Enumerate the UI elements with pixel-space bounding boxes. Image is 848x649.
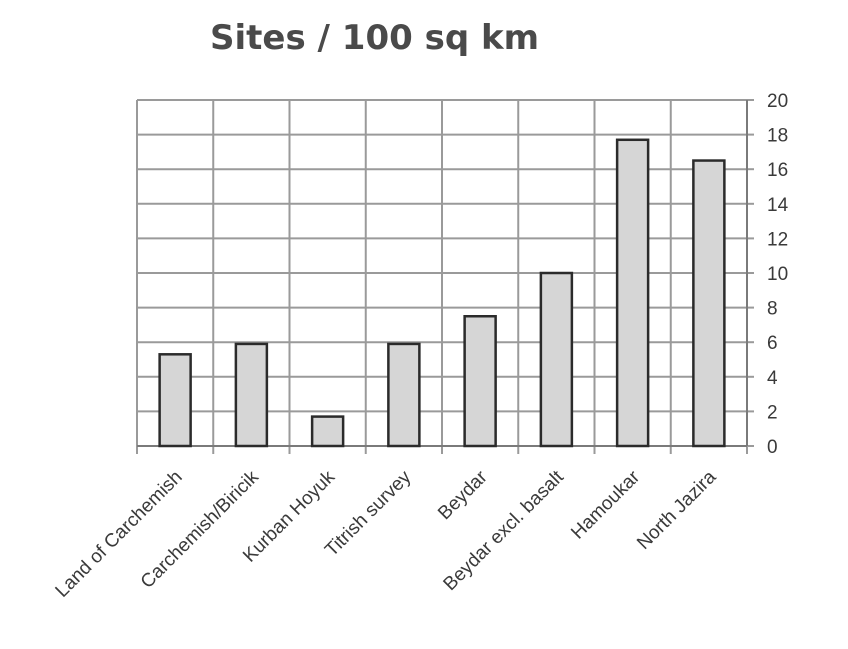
- bar-beydar: [463, 315, 497, 448]
- bar-north-jazira: [692, 159, 726, 448]
- chart-title: Sites / 100 sq km: [210, 18, 540, 58]
- y-tick-label: 14: [767, 195, 789, 216]
- x-category-label: North Jazira: [633, 466, 721, 554]
- bar-land-of-carchemish: [158, 353, 192, 448]
- y-tick-label: 12: [767, 229, 788, 250]
- y-tick-label: 16: [767, 160, 788, 181]
- y-tick-label: 0: [767, 437, 778, 458]
- y-tick-label: 8: [767, 299, 778, 320]
- bar-carchemish-biricik: [234, 342, 269, 448]
- bar-hamoukar: [615, 138, 650, 448]
- x-category-label: Beydar: [434, 466, 492, 524]
- y-tick-label: 18: [767, 126, 788, 147]
- x-category-label: Land of Carchemish: [52, 467, 187, 602]
- bar-kurban-hoyuk: [310, 415, 345, 448]
- y-tick-label: 2: [767, 402, 778, 423]
- y-tick-label: 6: [767, 333, 778, 354]
- y-tick-label: 10: [767, 264, 788, 285]
- x-category-label: Hamoukar: [567, 466, 644, 543]
- y-tick-label: 4: [767, 368, 778, 389]
- y-tick-label: 20: [767, 91, 788, 112]
- bar-titrish-survey: [387, 342, 421, 448]
- bar-beydar-excl-basalt: [539, 271, 574, 448]
